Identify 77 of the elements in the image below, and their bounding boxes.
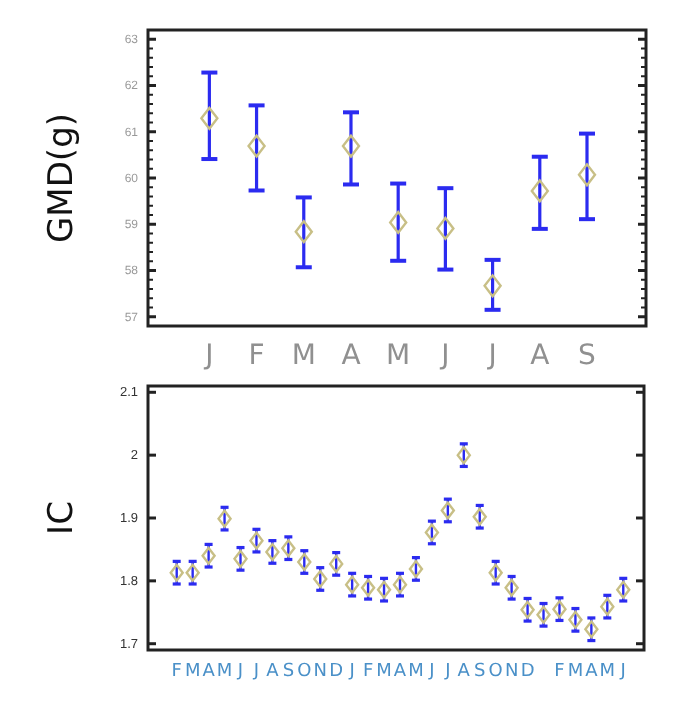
x-tick-label: D	[520, 662, 535, 683]
point	[217, 509, 232, 528]
x-tick-label: M	[291, 339, 316, 372]
point	[436, 216, 455, 241]
x-tick-label: O	[297, 662, 312, 683]
point	[536, 605, 551, 624]
x-tick-label: A	[393, 662, 408, 683]
point	[200, 106, 219, 130]
point	[488, 563, 503, 582]
x-tick-label: J	[251, 662, 260, 683]
point	[265, 542, 280, 561]
x-tick-label: A	[457, 662, 472, 683]
point	[483, 274, 502, 298]
point	[530, 179, 549, 203]
y-axis-title: IC	[42, 501, 82, 535]
x-tick-label: O	[488, 662, 503, 683]
point	[424, 523, 440, 542]
x-tick-label: N	[504, 662, 519, 683]
x-tick-label: J	[203, 339, 214, 372]
point	[552, 600, 567, 619]
point	[440, 501, 456, 520]
point	[520, 600, 535, 619]
point	[294, 220, 313, 244]
x-tick-label: S	[474, 662, 487, 683]
x-tick-label: A	[341, 339, 362, 372]
point	[584, 620, 599, 639]
x-tick-label: J	[443, 662, 451, 683]
point	[456, 446, 471, 465]
point	[392, 575, 408, 594]
point	[568, 610, 583, 629]
x-tick-label: A	[202, 662, 217, 683]
x-tick-label: D	[329, 662, 344, 683]
x-tick-label: A	[585, 662, 600, 683]
x-tick-label: M	[386, 339, 411, 372]
x-tick-label: M	[184, 662, 201, 683]
x-tick-label: M	[216, 662, 233, 683]
point	[233, 549, 248, 568]
point	[504, 578, 519, 597]
point	[169, 563, 184, 582]
point	[201, 546, 216, 565]
point	[408, 559, 424, 578]
point	[247, 134, 266, 158]
point	[297, 553, 312, 571]
x-tick-label: J	[235, 662, 244, 683]
point	[616, 580, 631, 599]
x-tick-label: N	[313, 662, 327, 683]
point	[600, 597, 615, 616]
point	[341, 134, 361, 158]
point	[185, 563, 200, 582]
x-tick-label: M	[599, 662, 616, 683]
point	[249, 531, 264, 550]
point	[388, 210, 408, 234]
x-tick-label: J	[439, 339, 450, 372]
y-axis-title: GMD(g)	[42, 113, 82, 243]
x-tick-label: F	[248, 339, 265, 372]
point	[281, 539, 296, 558]
x-tick-label: S	[282, 662, 295, 683]
x-tick-label: S	[578, 339, 597, 372]
point	[313, 569, 328, 588]
x-tick-label: J	[486, 339, 497, 372]
x-tick-label: M	[376, 662, 392, 683]
x-tick-label: M	[408, 662, 424, 683]
x-tick-label: F	[362, 662, 374, 683]
point	[577, 163, 597, 187]
x-tick-label: J	[347, 662, 355, 683]
x-tick-label: F	[554, 662, 565, 683]
point	[328, 554, 344, 573]
x-tick-label: M	[567, 662, 584, 683]
x-tick-label: F	[171, 662, 182, 683]
point	[472, 507, 487, 526]
x-tick-label: J	[618, 662, 626, 683]
point	[344, 575, 360, 594]
point	[376, 580, 392, 599]
point	[360, 578, 376, 597]
x-tick-label: A	[530, 339, 551, 372]
x-tick-label: A	[266, 662, 281, 683]
x-tick-label: J	[427, 662, 435, 683]
